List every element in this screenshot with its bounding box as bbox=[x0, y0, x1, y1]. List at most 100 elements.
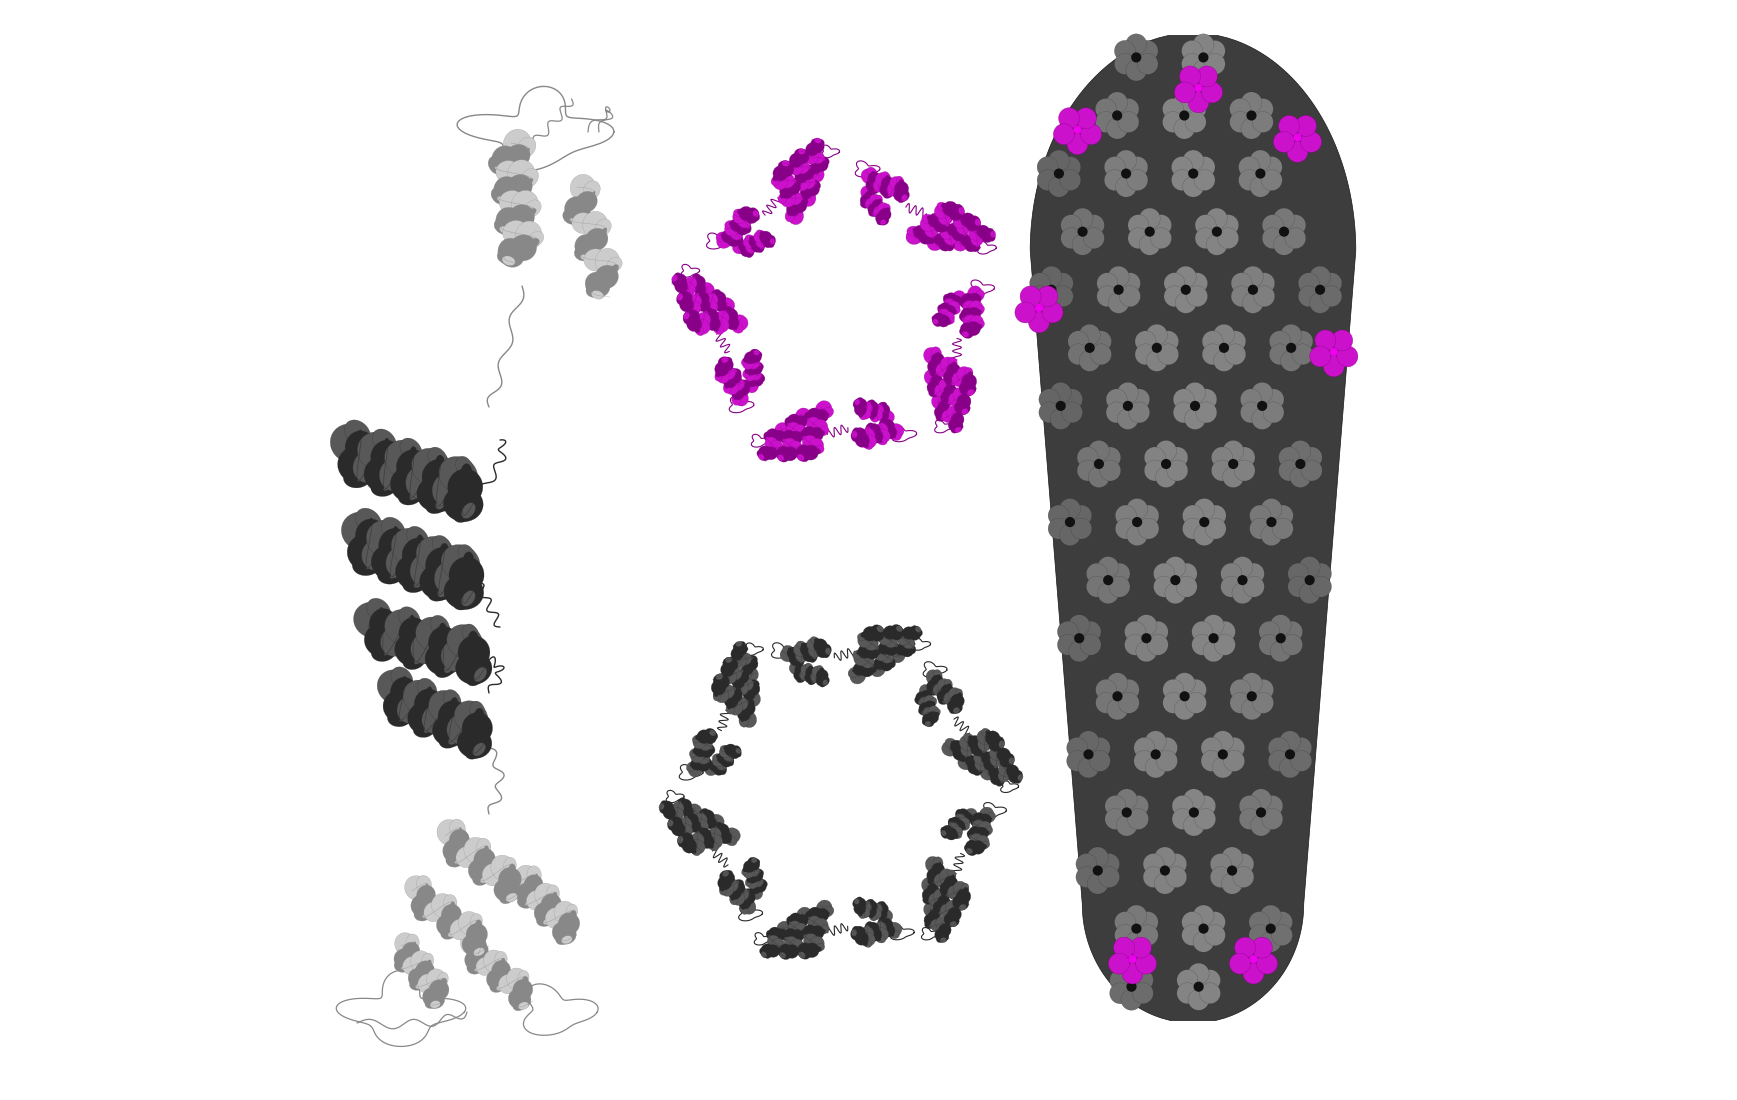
Ellipse shape bbox=[928, 359, 945, 375]
Ellipse shape bbox=[436, 455, 445, 470]
Ellipse shape bbox=[775, 928, 787, 940]
Circle shape bbox=[1287, 563, 1310, 584]
Ellipse shape bbox=[728, 698, 743, 715]
Ellipse shape bbox=[742, 717, 743, 722]
Ellipse shape bbox=[959, 381, 976, 396]
Circle shape bbox=[1122, 400, 1133, 411]
Ellipse shape bbox=[957, 366, 973, 383]
Circle shape bbox=[1261, 808, 1284, 829]
Ellipse shape bbox=[968, 372, 973, 379]
Circle shape bbox=[1310, 576, 1332, 597]
Circle shape bbox=[1126, 34, 1146, 55]
Ellipse shape bbox=[695, 290, 703, 300]
Ellipse shape bbox=[868, 912, 877, 921]
Ellipse shape bbox=[808, 678, 816, 685]
Ellipse shape bbox=[759, 231, 771, 243]
Circle shape bbox=[1233, 854, 1254, 874]
Ellipse shape bbox=[813, 449, 820, 454]
Ellipse shape bbox=[764, 447, 778, 460]
Ellipse shape bbox=[509, 989, 532, 1010]
Ellipse shape bbox=[780, 429, 790, 438]
Circle shape bbox=[1113, 937, 1134, 958]
Ellipse shape bbox=[943, 232, 957, 245]
Circle shape bbox=[1077, 227, 1087, 236]
Circle shape bbox=[1054, 168, 1065, 178]
Ellipse shape bbox=[596, 249, 620, 275]
Ellipse shape bbox=[941, 204, 948, 209]
Ellipse shape bbox=[936, 690, 952, 704]
Ellipse shape bbox=[789, 211, 792, 216]
Circle shape bbox=[1037, 286, 1058, 307]
Circle shape bbox=[1115, 54, 1136, 75]
Circle shape bbox=[1131, 53, 1141, 63]
Ellipse shape bbox=[796, 450, 804, 459]
Circle shape bbox=[1195, 388, 1218, 410]
Circle shape bbox=[1126, 60, 1146, 81]
Ellipse shape bbox=[403, 676, 406, 684]
Ellipse shape bbox=[782, 430, 796, 447]
Ellipse shape bbox=[570, 218, 578, 223]
Ellipse shape bbox=[950, 383, 954, 389]
Ellipse shape bbox=[962, 300, 976, 313]
Circle shape bbox=[1079, 324, 1100, 345]
Circle shape bbox=[1185, 408, 1205, 429]
Ellipse shape bbox=[940, 358, 957, 374]
Ellipse shape bbox=[445, 661, 455, 673]
Ellipse shape bbox=[768, 440, 783, 454]
Circle shape bbox=[1232, 273, 1252, 294]
Ellipse shape bbox=[935, 928, 948, 942]
Ellipse shape bbox=[459, 544, 476, 566]
Circle shape bbox=[1120, 989, 1141, 1010]
Ellipse shape bbox=[422, 953, 434, 969]
Ellipse shape bbox=[518, 1002, 528, 1010]
Ellipse shape bbox=[679, 830, 688, 838]
Ellipse shape bbox=[693, 292, 709, 306]
Circle shape bbox=[1195, 402, 1218, 424]
Ellipse shape bbox=[500, 891, 514, 904]
Circle shape bbox=[1301, 447, 1322, 468]
Circle shape bbox=[1143, 854, 1164, 874]
Ellipse shape bbox=[961, 308, 974, 324]
Ellipse shape bbox=[448, 557, 485, 593]
Ellipse shape bbox=[717, 233, 733, 249]
Ellipse shape bbox=[679, 830, 684, 837]
Ellipse shape bbox=[394, 526, 398, 538]
Ellipse shape bbox=[738, 896, 750, 909]
Circle shape bbox=[1193, 525, 1214, 546]
Ellipse shape bbox=[957, 209, 964, 219]
Circle shape bbox=[1176, 293, 1197, 314]
Circle shape bbox=[1332, 330, 1353, 351]
Circle shape bbox=[1086, 576, 1108, 597]
Ellipse shape bbox=[929, 388, 940, 397]
Ellipse shape bbox=[865, 198, 877, 209]
Ellipse shape bbox=[959, 750, 969, 762]
Ellipse shape bbox=[957, 394, 971, 408]
Ellipse shape bbox=[952, 372, 968, 387]
Ellipse shape bbox=[929, 924, 935, 927]
Ellipse shape bbox=[723, 828, 740, 844]
Ellipse shape bbox=[719, 746, 733, 758]
Ellipse shape bbox=[962, 230, 968, 236]
Ellipse shape bbox=[952, 290, 966, 304]
Ellipse shape bbox=[950, 874, 955, 881]
Ellipse shape bbox=[417, 537, 455, 574]
Ellipse shape bbox=[724, 220, 736, 229]
Circle shape bbox=[1310, 266, 1331, 287]
Ellipse shape bbox=[933, 670, 941, 681]
Ellipse shape bbox=[769, 239, 775, 244]
Ellipse shape bbox=[945, 828, 957, 840]
Ellipse shape bbox=[721, 234, 726, 236]
Ellipse shape bbox=[796, 175, 809, 191]
Ellipse shape bbox=[999, 754, 1014, 768]
Ellipse shape bbox=[453, 593, 474, 611]
Ellipse shape bbox=[919, 684, 931, 699]
Ellipse shape bbox=[370, 476, 398, 496]
Ellipse shape bbox=[497, 251, 514, 264]
Ellipse shape bbox=[705, 316, 721, 331]
Ellipse shape bbox=[870, 415, 874, 419]
Circle shape bbox=[1174, 698, 1195, 719]
Ellipse shape bbox=[947, 378, 954, 389]
Ellipse shape bbox=[738, 379, 750, 388]
Ellipse shape bbox=[766, 931, 775, 940]
Ellipse shape bbox=[797, 943, 813, 959]
